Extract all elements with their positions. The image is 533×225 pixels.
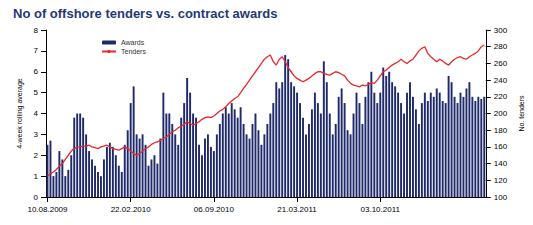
svg-text:No of offshore tenders vs. con: No of offshore tenders vs. contract awar…	[13, 6, 277, 21]
svg-text:06.09.2010: 06.09.2010	[194, 205, 235, 214]
svg-text:7: 7	[34, 46, 39, 55]
svg-text:280: 280	[494, 42, 508, 51]
svg-text:0: 0	[34, 193, 39, 202]
svg-text:3: 3	[34, 130, 39, 139]
svg-text:100: 100	[494, 193, 508, 202]
svg-text:160: 160	[494, 142, 508, 151]
svg-text:120: 120	[494, 176, 508, 185]
svg-text:03.10.2011: 03.10.2011	[361, 205, 401, 214]
svg-text:21.03.2011: 21.03.2011	[277, 205, 317, 214]
svg-text:No. tenders: No. tenders	[518, 95, 525, 132]
svg-text:220: 220	[494, 92, 508, 101]
svg-text:6: 6	[34, 67, 39, 76]
svg-text:Tenders: Tenders	[121, 48, 146, 55]
svg-text:10.08.2009: 10.08.2009	[27, 205, 68, 214]
svg-text:260: 260	[494, 59, 508, 68]
svg-text:180: 180	[494, 126, 508, 135]
svg-text:140: 140	[494, 159, 508, 168]
svg-text:4-week rolling average: 4-week rolling average	[16, 78, 24, 149]
svg-text:Awards: Awards	[121, 39, 145, 46]
svg-text:4: 4	[34, 109, 39, 118]
svg-text:8: 8	[34, 26, 39, 35]
svg-text:200: 200	[494, 109, 508, 118]
svg-text:300: 300	[494, 26, 508, 35]
svg-text:1: 1	[34, 172, 39, 181]
svg-text:240: 240	[494, 76, 508, 85]
svg-text:2: 2	[34, 151, 39, 160]
svg-text:5: 5	[34, 88, 39, 97]
svg-text:22.02.2010: 22.02.2010	[111, 205, 152, 214]
